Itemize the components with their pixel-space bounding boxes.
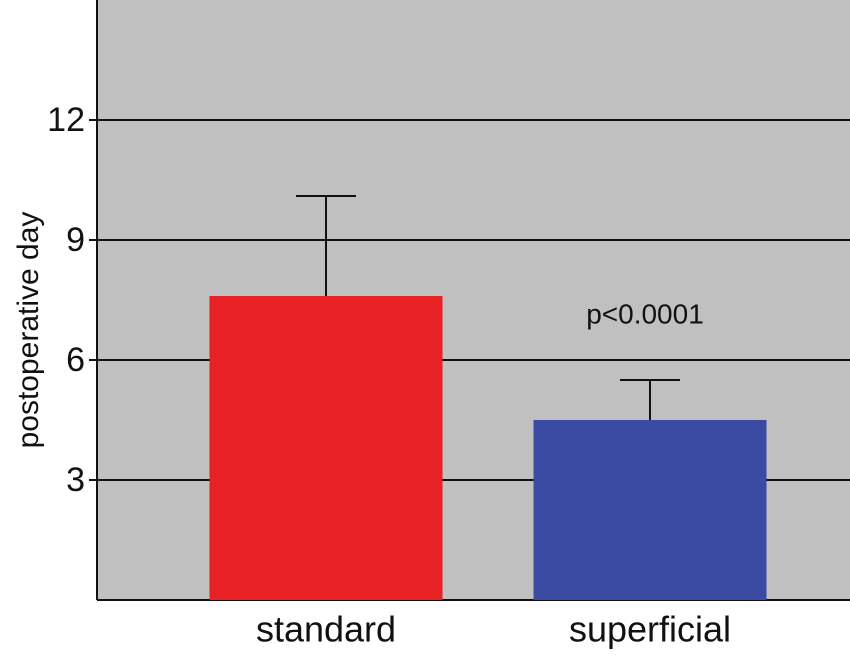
y-tick-label: 3	[66, 461, 85, 499]
y-tick-label: 6	[66, 341, 85, 379]
annotation: p<0.0001	[586, 298, 704, 329]
bar	[209, 296, 443, 600]
y-axis-label: postoperative day	[12, 212, 45, 449]
bar	[533, 420, 767, 600]
y-tick-label: 9	[66, 221, 85, 259]
x-tick-label: standard	[256, 609, 396, 650]
x-tick-label: superficial	[569, 609, 731, 650]
y-tick-label: 12	[47, 101, 85, 139]
